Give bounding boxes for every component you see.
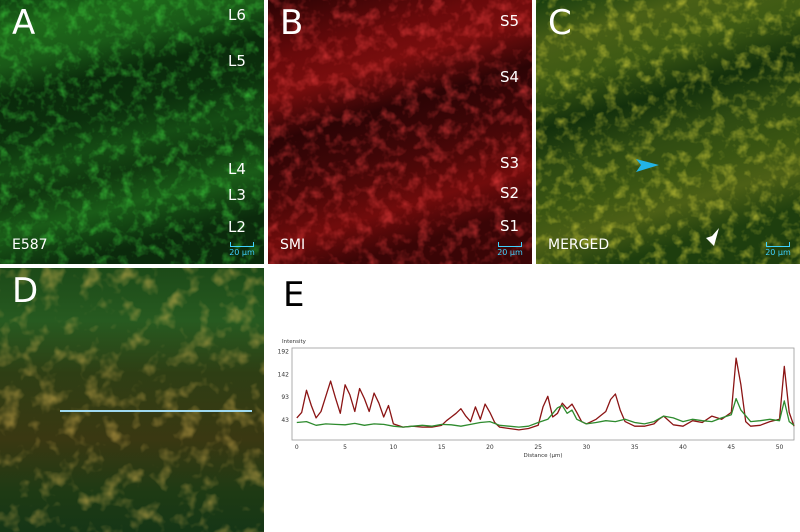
x-tick-label: 25: [534, 444, 542, 451]
x-tick-label: 10: [390, 444, 398, 451]
chart-labels: 0 5 10 15 20 25 30 35 40 45 50 43 93 142 192 Intensity D…: [278, 339, 784, 459]
red-channel-trace: [296, 357, 795, 431]
scale-bar: 20 µm: [496, 242, 524, 257]
scale-bar: 20 µm: [764, 242, 792, 257]
x-tick-label: 5: [343, 444, 347, 451]
x-tick-label: 0: [295, 444, 299, 451]
panel-letter: C: [548, 3, 572, 43]
panel-a-e587: A L6 L5 L4 L3 L2 E587 20 µm: [0, 0, 264, 264]
y-tick-label: 93: [281, 394, 289, 401]
plot-frame: [291, 347, 795, 441]
panel-caption: E587: [12, 237, 48, 253]
layer-label-l6: L6: [228, 6, 246, 24]
panel-letter: B: [280, 3, 304, 43]
x-tick-label: 20: [486, 444, 494, 451]
panel-letter: A: [12, 3, 36, 43]
x-tick-label: 15: [438, 444, 446, 451]
intensity-chart: 0 5 10 15 20 25 30 35 40 45 50 43 93 142 192 Intensity D…: [278, 339, 795, 459]
panel-e-intensity-profile: E 0 5 10 15 20 25 30 35 40 45 50 43 93 142 192 Intensit…: [268, 268, 800, 532]
layer-label-s1: S1: [500, 217, 520, 235]
panel-caption: SMI: [280, 237, 306, 253]
x-tick-label: 45: [727, 444, 735, 451]
merged-micrograph: [536, 0, 800, 264]
y-tick-label: 192: [278, 349, 290, 356]
layer-label-s3: S3: [500, 154, 520, 172]
layer-label-l3: L3: [228, 186, 246, 204]
panel-d-zoom: D: [0, 268, 264, 532]
chart-axes: [291, 347, 795, 441]
x-tick-label: 30: [583, 444, 591, 451]
layer-label-s4: S4: [500, 68, 520, 86]
cyan-arrowhead-icon: [636, 159, 659, 172]
layer-label-s2: S2: [500, 184, 520, 202]
scale-label: 20 µm: [497, 248, 523, 257]
y-axis-label: Intensity: [282, 339, 307, 345]
layer-label-l5: L5: [228, 52, 246, 70]
white-arrowhead-icon: [706, 228, 719, 246]
layer-label-s5: S5: [500, 12, 520, 30]
smi-micrograph: [268, 0, 532, 264]
panel-letter: D: [12, 271, 39, 311]
x-tick-label: 50: [776, 444, 784, 451]
scale-label: 20 µm: [229, 248, 255, 257]
panel-letter: E: [283, 275, 305, 315]
layer-label-l4: L4: [228, 160, 246, 178]
layer-label-l2: L2: [228, 218, 246, 236]
green-channel-trace: [296, 397, 795, 428]
x-tick-label: 40: [679, 444, 687, 451]
x-axis-label: Distance (µm): [524, 453, 563, 459]
x-tick-label: 35: [631, 444, 639, 451]
y-tick-label: 43: [281, 417, 289, 424]
scale-label: 20 µm: [765, 248, 791, 257]
panel-caption: MERGED: [548, 237, 610, 253]
panel-b-smi: B S5 S4 S3 S2 S1 SMI 20 µm: [268, 0, 532, 264]
zoomed-micrograph: [0, 268, 264, 532]
e587-micrograph: [0, 0, 264, 264]
panel-c-merged: C MERGED 20 µm: [536, 0, 800, 264]
chart-series: [296, 357, 795, 431]
scale-bar: 20 µm: [228, 242, 256, 257]
y-tick-label: 142: [278, 372, 290, 379]
